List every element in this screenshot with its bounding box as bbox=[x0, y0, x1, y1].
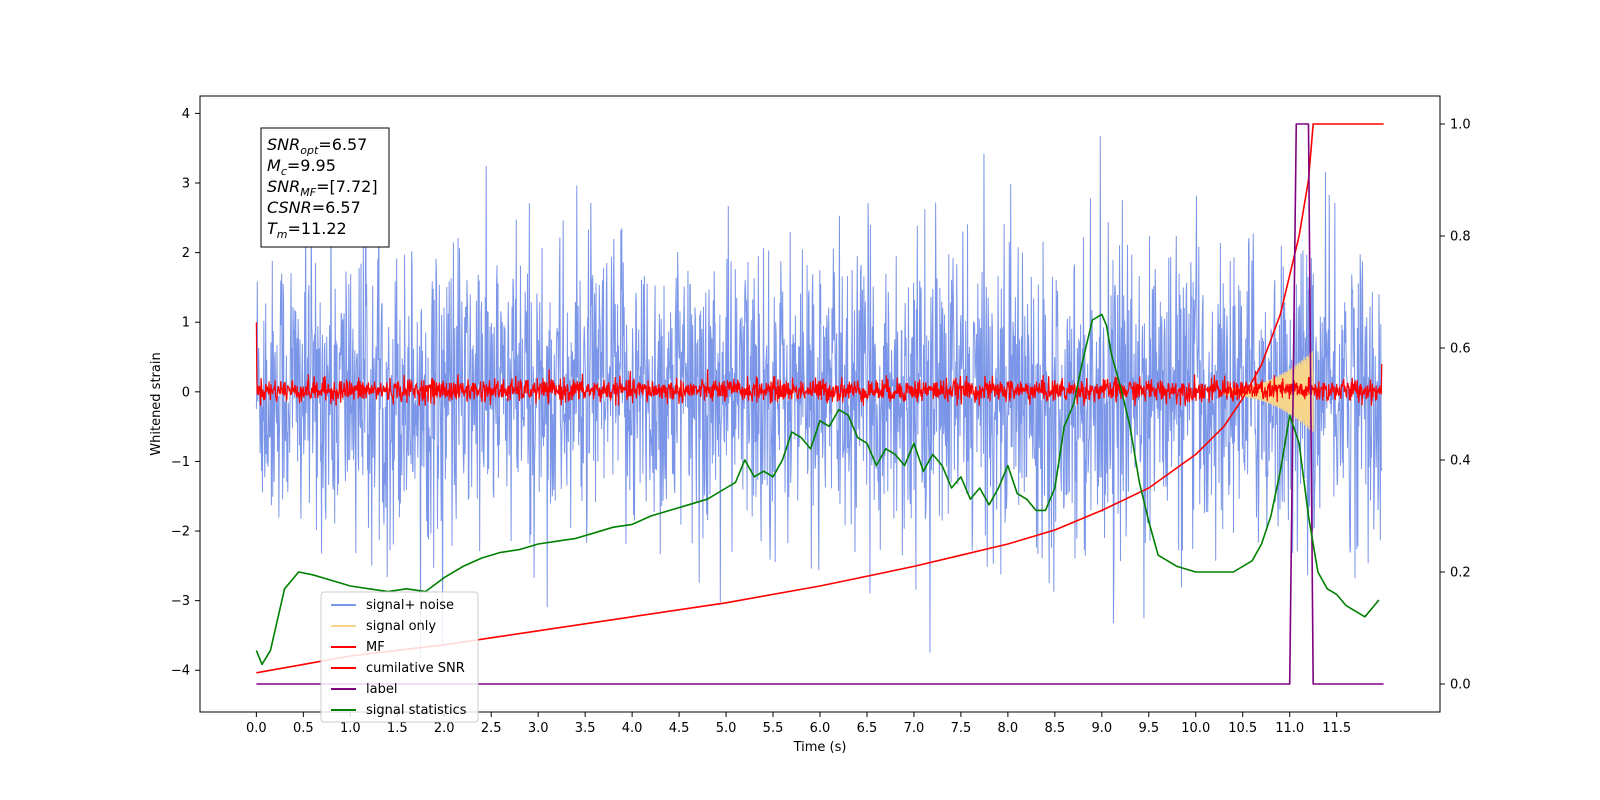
legend: signal+ noise signal only MF cumilative SNR… bbox=[320, 591, 479, 723]
x-tick-label: 2.5 bbox=[481, 721, 502, 736]
series-layer bbox=[255, 123, 1384, 685]
x-tick-label: 9.0 bbox=[1091, 721, 1112, 736]
legend-entry: signal statistics bbox=[366, 703, 467, 718]
legend-entry: label bbox=[366, 682, 397, 697]
y-tick-label: 1 bbox=[182, 316, 190, 331]
legend-entry: MF bbox=[366, 640, 385, 655]
y-tick-label: −1 bbox=[171, 455, 190, 470]
series-cumulative-snr bbox=[256, 123, 1384, 674]
y-axis-right: 0.0 0.2 0.4 0.6 0.8 1.0 bbox=[1440, 118, 1471, 693]
legend-entry: signal+ noise bbox=[366, 598, 454, 613]
annotation-frame bbox=[260, 127, 390, 248]
x-tick-label: 11.5 bbox=[1322, 721, 1351, 736]
y-axis-label: Whitened strain bbox=[149, 352, 164, 455]
x-tick-label: 10.0 bbox=[1181, 721, 1210, 736]
y-tick-label: −4 bbox=[171, 664, 190, 679]
y-axis-left: −4 −3 −2 −1 0 1 2 3 4 bbox=[171, 107, 200, 679]
y-right-tick-label: 0.8 bbox=[1450, 230, 1471, 245]
x-tick-label: 7.0 bbox=[904, 721, 925, 736]
x-tick-label: 5.0 bbox=[716, 721, 737, 736]
annotation-line: CSNR=6.57 bbox=[267, 198, 361, 217]
x-tick-label: 8.0 bbox=[998, 721, 1019, 736]
legend-frame bbox=[320, 591, 479, 723]
y-tick-label: −3 bbox=[171, 594, 190, 609]
x-tick-label: 6.5 bbox=[857, 721, 878, 736]
y-tick-label: 4 bbox=[182, 107, 190, 122]
x-tick-label: 5.5 bbox=[763, 721, 784, 736]
x-tick-label: 1.0 bbox=[340, 721, 361, 736]
x-axis: 0.0 0.5 1.0 1.5 2.0 2.5 3.0 3.5 4.0 4.5 5.0 5.5 6.0 6… bbox=[246, 712, 1351, 736]
series-signal-noise bbox=[255, 131, 1383, 658]
y-right-tick-label: 0.2 bbox=[1450, 566, 1471, 581]
series-signal-only bbox=[1223, 351, 1314, 433]
y-right-tick-label: 0.4 bbox=[1450, 454, 1471, 469]
y-tick-label: −2 bbox=[171, 525, 190, 540]
y-right-tick-label: 1.0 bbox=[1450, 118, 1471, 133]
x-tick-label: 4.0 bbox=[622, 721, 643, 736]
annotation-line: Mc=9.95 bbox=[267, 156, 336, 178]
x-tick-label: 1.5 bbox=[387, 721, 408, 736]
x-tick-label: 8.5 bbox=[1045, 721, 1066, 736]
y-tick-label: 0 bbox=[182, 385, 190, 400]
x-tick-label: 4.5 bbox=[669, 721, 690, 736]
legend-entry: signal only bbox=[366, 619, 436, 634]
x-tick-label: 6.0 bbox=[810, 721, 831, 736]
y-right-tick-label: 0.6 bbox=[1450, 342, 1471, 357]
x-tick-label: 7.5 bbox=[951, 721, 972, 736]
series-label bbox=[256, 123, 1384, 685]
x-tick-label: 2.0 bbox=[434, 721, 455, 736]
x-tick-label: 11.0 bbox=[1275, 721, 1304, 736]
x-tick-label: 0.5 bbox=[293, 721, 314, 736]
series-mf bbox=[255, 322, 1383, 406]
series-signal-statistics bbox=[255, 313, 1380, 666]
x-tick-label: 0.0 bbox=[246, 721, 267, 736]
x-tick-label: 10.5 bbox=[1228, 721, 1257, 736]
y-right-tick-label: 0.0 bbox=[1450, 678, 1471, 693]
annotation-line: SNRopt=6.57 bbox=[267, 135, 367, 157]
x-axis-label: Time (s) bbox=[793, 740, 847, 755]
x-tick-label: 3.5 bbox=[575, 721, 596, 736]
annotation-line: SNRMF=[7.72] bbox=[267, 177, 378, 199]
annotation-line: Tm=11.22 bbox=[267, 219, 347, 241]
x-tick-label: 3.0 bbox=[528, 721, 549, 736]
y-tick-label: 2 bbox=[182, 246, 190, 261]
x-tick-label: 9.5 bbox=[1138, 721, 1159, 736]
legend-entry: cumilative SNR bbox=[366, 661, 465, 676]
y-tick-label: 3 bbox=[182, 177, 190, 192]
